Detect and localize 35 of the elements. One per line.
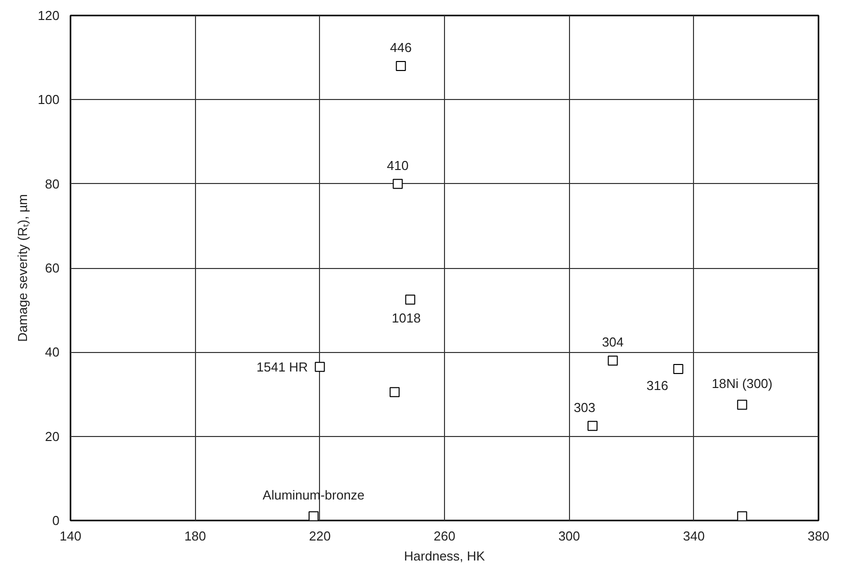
y-axis-title: Damage severity (Rₜ), µm [14,194,30,342]
point [392,178,403,189]
point [673,364,684,374]
y-tick-label: 40 [45,344,60,360]
y-tick-label: 60 [45,260,60,276]
point [314,362,325,372]
annotation: 1018 [392,310,421,326]
point [737,511,748,520]
point [608,356,618,366]
annotation: 1541 HR [256,359,308,374]
point [405,294,416,305]
point [737,400,748,410]
y-tick-label: 100 [38,92,60,108]
x-axis-title: Hardness, HK [404,548,486,564]
y-tick-label: 0 [52,513,60,528]
annotation: 446 [390,40,412,55]
annotation: 304 [602,334,624,350]
x-tick-label: 300 [558,528,580,544]
x-tick-label: 140 [60,528,82,544]
point [396,61,406,71]
x-tick-label: 380 [808,528,830,544]
y-tick-label: 20 [45,428,60,444]
annotation: 18Ni (300) [712,376,772,391]
x-tick-label: 260 [434,528,456,544]
y-tick-label: 120 [38,8,60,23]
point [390,387,400,398]
annotation: 410 [386,158,409,173]
point [308,511,319,520]
annotation: 316 [646,378,668,393]
x-tick-label: 220 [308,528,331,544]
x-tick-label: 340 [682,528,705,544]
y-tick-label: 80 [45,176,60,192]
annotation: 303 [574,400,596,415]
point [588,420,598,431]
x-tick-label: 180 [184,528,206,544]
